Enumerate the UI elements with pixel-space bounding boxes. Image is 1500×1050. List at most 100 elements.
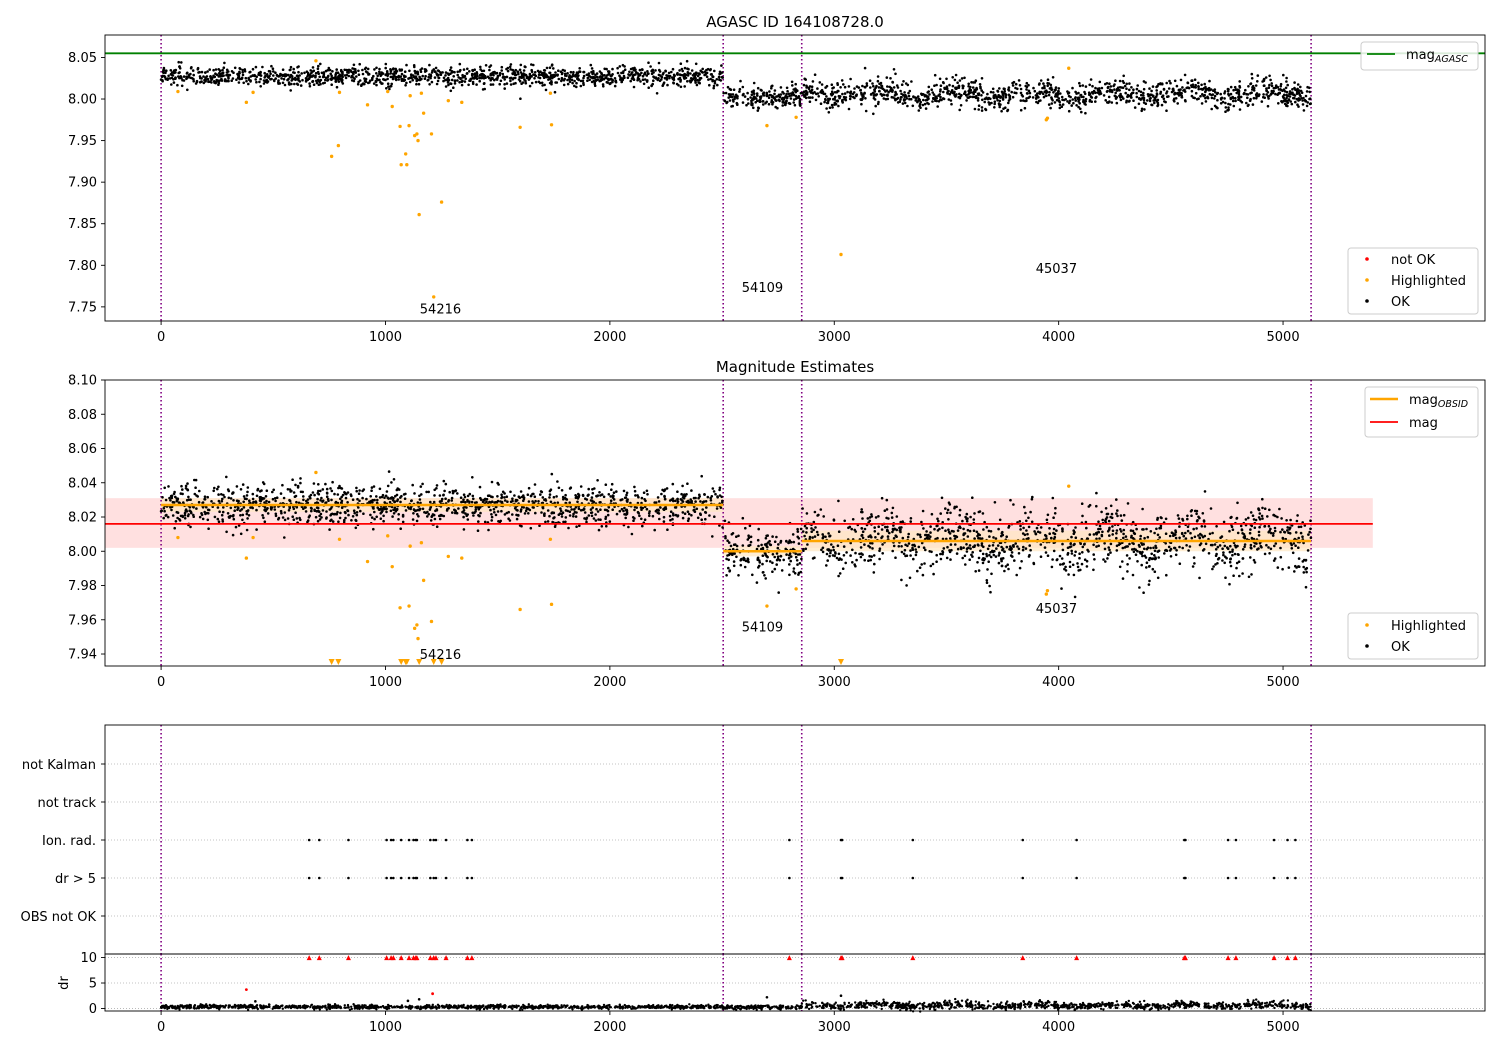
ok-point — [705, 75, 709, 78]
ok-point — [499, 79, 503, 83]
ok-point — [530, 70, 534, 74]
ok-point — [1283, 93, 1286, 97]
ok-point — [386, 484, 390, 488]
ok-point — [573, 508, 576, 511]
highlighted-point — [794, 115, 798, 120]
ok-point — [1210, 107, 1213, 111]
ok-point — [335, 85, 339, 89]
ok-point — [1119, 514, 1123, 517]
ok-point — [287, 509, 291, 512]
ok-point — [712, 84, 716, 88]
ok-point — [500, 509, 503, 513]
ok-point — [633, 489, 637, 493]
ok-point — [436, 74, 439, 77]
ok-point — [686, 67, 689, 70]
ok-point — [1078, 98, 1081, 101]
ok-point — [625, 491, 629, 495]
ok-point — [245, 512, 249, 516]
ok-point — [428, 508, 432, 511]
ok-point — [1012, 503, 1015, 506]
ok-point — [442, 514, 446, 518]
ok-point — [600, 78, 604, 81]
ok-point — [503, 87, 507, 90]
ok-point — [1052, 549, 1056, 553]
ok-point — [206, 495, 209, 499]
ok-point — [1089, 95, 1093, 98]
ok-point — [395, 493, 399, 497]
ok-point — [1216, 545, 1220, 549]
ok-point — [357, 69, 360, 73]
ok-point — [325, 516, 328, 519]
ok-point — [164, 71, 167, 75]
ok-point — [1224, 576, 1227, 579]
ok-point — [842, 545, 846, 548]
ok-point — [914, 96, 917, 99]
ok-point — [592, 517, 596, 520]
ok-point — [768, 543, 772, 546]
figure-title: AGASC ID 164108728.0 — [706, 13, 884, 31]
ok-point — [977, 92, 981, 95]
ok-point — [662, 81, 666, 84]
ok-point — [1229, 544, 1232, 548]
ok-point — [663, 497, 667, 501]
ok-point — [544, 520, 547, 524]
ok-point — [355, 489, 359, 493]
ok-point — [820, 83, 824, 86]
ok-point — [386, 496, 390, 500]
ok-point — [1185, 86, 1188, 90]
ok-point — [796, 535, 799, 539]
ok-point — [781, 104, 784, 107]
ok-point — [326, 79, 329, 82]
ok-point — [421, 507, 425, 511]
ok-point — [506, 500, 509, 504]
ok-point — [286, 78, 289, 82]
ok-point — [721, 526, 724, 529]
ok-point — [534, 511, 537, 515]
ok-point — [355, 511, 359, 514]
ok-point — [778, 99, 781, 103]
ok-point — [1292, 542, 1296, 545]
ok-point — [279, 492, 283, 495]
ok-point — [872, 84, 875, 88]
ok-point — [244, 76, 248, 80]
ok-point — [575, 511, 578, 514]
ok-point — [637, 78, 640, 81]
ok-point — [1019, 87, 1023, 91]
ok-point — [1232, 96, 1235, 100]
ok-point — [731, 553, 734, 556]
ok-point — [472, 514, 475, 517]
ok-point — [907, 94, 911, 98]
ok-point — [671, 512, 675, 515]
ok-point — [784, 101, 787, 104]
ok-point — [302, 495, 305, 498]
ok-point — [1249, 546, 1253, 549]
ok-point — [762, 91, 766, 94]
ok-point — [699, 500, 702, 503]
ok-point — [472, 497, 475, 501]
ok-point — [607, 493, 611, 496]
ok-point — [626, 500, 629, 503]
ok-point — [949, 543, 953, 546]
ok-point — [1286, 529, 1289, 532]
ok-point — [361, 489, 364, 493]
ok-point — [552, 495, 556, 499]
ok-point — [220, 77, 223, 81]
ok-point — [462, 528, 466, 531]
ok-point — [460, 83, 464, 87]
ok-point — [668, 76, 671, 80]
ok-point — [458, 70, 462, 73]
ok-point — [482, 498, 486, 502]
ok-point — [462, 68, 466, 71]
ok-point — [1082, 95, 1085, 99]
x-tick-label: 5000 — [1267, 330, 1300, 345]
ok-point — [711, 75, 714, 78]
ok-point — [1279, 82, 1283, 86]
ok-point — [652, 79, 655, 82]
ok-point — [741, 93, 745, 97]
ok-point — [789, 540, 793, 544]
ok-point — [544, 73, 548, 76]
ok-point — [798, 553, 802, 556]
ok-point — [391, 67, 395, 71]
ok-point — [699, 76, 703, 80]
